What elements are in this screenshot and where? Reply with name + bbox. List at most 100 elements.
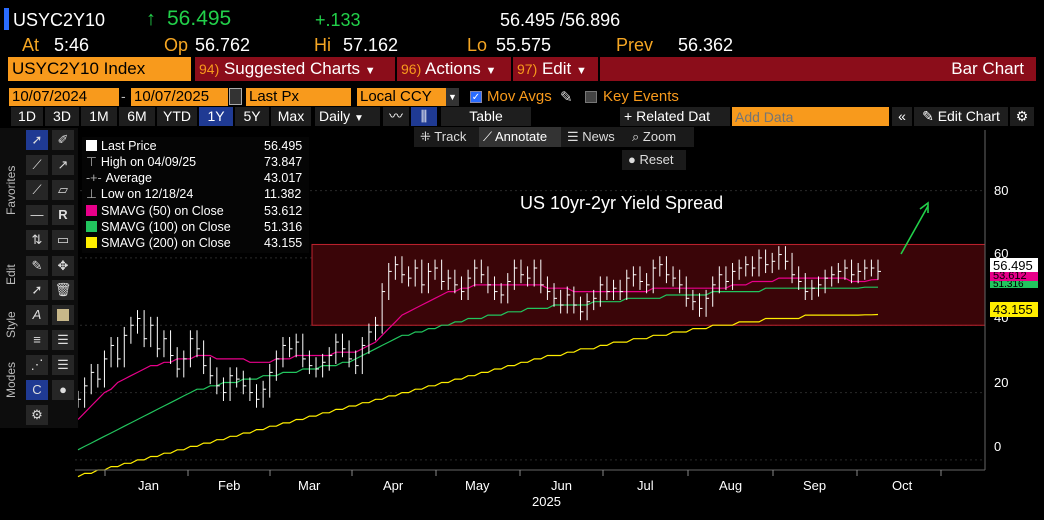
side-tab-modes[interactable]: Modes	[4, 361, 18, 399]
security-field[interactable]: USYC2Y10 Index	[8, 57, 191, 81]
select-icon[interactable]: ➚	[26, 280, 48, 300]
color-palette-icon[interactable]: ●	[52, 380, 74, 400]
currency-select[interactable]: Local CCY	[357, 88, 457, 106]
key-events-checkbox[interactable]	[585, 91, 597, 103]
legend-label: Average	[105, 171, 152, 185]
legend-last-price[interactable]: Last Price	[86, 138, 157, 154]
related-data-button[interactable]: + Related Dat	[620, 107, 730, 126]
period-ytd-label: YTD	[163, 108, 191, 124]
currency-value: Local CCY	[360, 88, 432, 105]
frequency-select[interactable]: Daily ▼	[315, 107, 380, 126]
period-1m[interactable]: 1M	[81, 107, 117, 126]
legend-value: 53.612	[264, 204, 303, 218]
period-1y-label: 1Y	[207, 108, 225, 124]
period-6m-label: 6M	[127, 108, 147, 124]
chevron-down-icon: ▼	[364, 65, 376, 77]
mov-avgs-checkbox[interactable]: ✓	[470, 91, 482, 103]
low-marker-icon: ⊥	[86, 187, 97, 201]
edit-menu[interactable]: 97) Edit ▼	[513, 57, 598, 81]
related-data-label: Related Dat	[636, 108, 711, 124]
pencil-icon[interactable]: ✎	[560, 89, 573, 106]
legend-average: -+- Average	[86, 170, 152, 186]
list-icon[interactable]: ☰	[52, 355, 74, 375]
text-style-icon[interactable]: A	[26, 305, 48, 325]
low-value: 55.575	[496, 35, 552, 55]
period-3d-label: 3D	[53, 108, 71, 124]
table-button[interactable]: Table	[441, 107, 531, 126]
trend-line-icon[interactable]: ⟋	[26, 155, 48, 175]
gear-icon[interactable]: ⚙	[1010, 107, 1034, 126]
period-5y[interactable]: 5Y	[235, 107, 269, 126]
actions-menu[interactable]: 96) Actions ▼	[397, 57, 511, 81]
ray-line-icon[interactable]: ↗	[52, 155, 74, 175]
legend-sma200[interactable]: SMAVG (200) on Close	[86, 235, 231, 251]
x-tick-label: Mar	[298, 478, 321, 493]
side-tab-edit[interactable]: Edit	[4, 264, 18, 286]
line-style-icon[interactable]: ≡	[26, 330, 48, 350]
side-tab-style[interactable]: Style	[4, 311, 18, 339]
prev-label: Prev	[616, 35, 654, 55]
legend-panel	[82, 137, 309, 253]
legend-high: ⊤ High on 04/09/25	[86, 154, 196, 170]
period-1d[interactable]: 1D	[11, 107, 43, 126]
x-tick-label: Sep	[803, 478, 827, 493]
period-1y[interactable]: 1Y	[199, 107, 233, 126]
period-max[interactable]: Max	[271, 107, 311, 126]
rectangle-icon[interactable]: ▭	[52, 230, 74, 250]
annotate-button[interactable]: ⟋ Annotate	[479, 127, 561, 147]
collapse-icon[interactable]: «	[892, 107, 912, 126]
period-ytd[interactable]: YTD	[157, 107, 197, 126]
legend-value: 51.316	[264, 220, 303, 234]
price-field-select[interactable]: Last Px	[246, 88, 351, 106]
brush-icon[interactable]: ✎	[26, 256, 48, 276]
reset-label: Reset	[639, 152, 674, 167]
news-button[interactable]: ☰ News	[567, 129, 615, 145]
open-label: Op	[164, 35, 189, 55]
start-date-value: 10/07/2024	[12, 88, 88, 105]
reset-button[interactable]: ● Reset	[622, 150, 686, 170]
legend-sma50[interactable]: SMAVG (50) on Close	[86, 203, 224, 219]
calendar-icon[interactable]	[229, 88, 242, 105]
segment-icon[interactable]: ⟋	[26, 180, 48, 200]
channel-icon[interactable]: ▱	[52, 180, 74, 200]
security-indicator-bar	[4, 8, 9, 30]
x-tick-label: Aug	[719, 478, 743, 493]
track-button[interactable]: ⁜ Track	[420, 129, 466, 145]
trash-icon[interactable]: 🗑	[52, 280, 74, 300]
suggested-charts-menu[interactable]: 94) Suggested Charts ▼	[195, 57, 395, 81]
period-3d[interactable]: 3D	[45, 107, 79, 126]
news-label: News	[582, 129, 615, 144]
legend-sma100[interactable]: SMAVG (100) on Close	[86, 219, 231, 235]
cursor-icon[interactable]: ➚	[26, 130, 48, 150]
edit-number: 97)	[517, 61, 538, 77]
x-tick-label: Apr	[383, 478, 404, 493]
line-weight-icon[interactable]: ☰	[52, 330, 74, 350]
retracement-icon[interactable]: R	[52, 205, 74, 225]
start-date-field[interactable]: 10/07/2024	[9, 88, 119, 106]
end-date-field[interactable]: 10/07/2025	[131, 88, 228, 106]
currency-dropdown-icon[interactable]: ▼	[446, 88, 459, 106]
chart-type-label: Bar Chart	[951, 59, 1024, 78]
horizontal-line-icon[interactable]: —	[26, 205, 48, 225]
pen-line-icon[interactable]: ✐	[52, 130, 74, 150]
magnet-icon[interactable]: C	[26, 380, 48, 400]
sma100-line	[77, 286, 878, 451]
edit-chart-button[interactable]: ✎ Edit Chart	[914, 107, 1008, 126]
open-value: 56.762	[195, 35, 251, 55]
edit-chart-label: Edit Chart	[937, 108, 1000, 124]
line-chart-icon[interactable]: 〰	[383, 107, 409, 126]
move-icon[interactable]: ✥	[52, 256, 74, 276]
settings-gear-icon[interactable]: ⚙	[26, 405, 48, 425]
fib-icon[interactable]: ⇅	[26, 230, 48, 250]
high-marker-icon: ⊤	[86, 155, 97, 169]
side-tab-favorites[interactable]: Favorites	[4, 165, 18, 215]
add-data-input[interactable]	[732, 107, 889, 126]
period-6m[interactable]: 6M	[119, 107, 155, 126]
ticker-label: USYC2Y10	[13, 10, 106, 30]
dashed-line-icon[interactable]: ⋰	[26, 355, 48, 375]
fill-color-icon[interactable]	[52, 305, 74, 325]
legend-value: 73.847	[264, 155, 303, 169]
bar-chart-icon[interactable]: ⫼	[411, 107, 437, 126]
zoom-button[interactable]: ⌕ Zoom	[632, 129, 676, 145]
